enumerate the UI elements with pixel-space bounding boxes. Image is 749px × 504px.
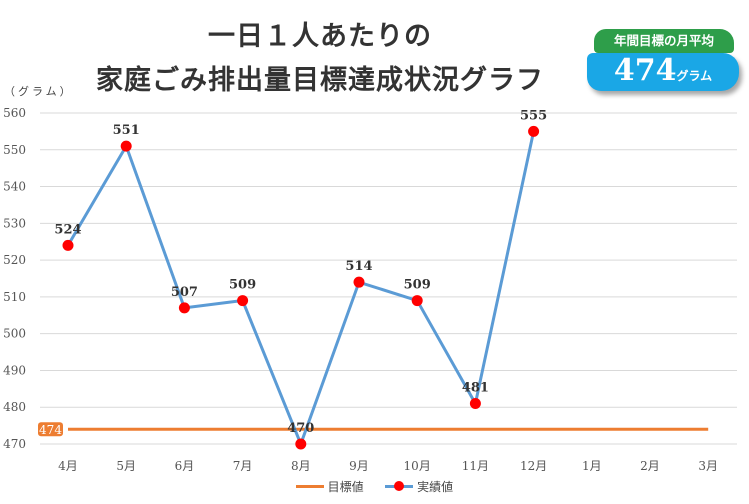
badge-value-box: 474グラム [587,53,739,91]
x-tick-label: 12月 [520,459,547,473]
chart-title-line2: 家庭ごみ排出量目標達成状況グラフ [96,65,544,96]
x-tick-label: 4月 [58,459,78,473]
badge-unit: グラム [676,69,713,83]
data-label: 555 [520,108,547,123]
target-label-box [38,422,63,437]
actual-line [66,131,536,449]
x-tick-label: 8月 [291,459,311,473]
x-tick-label: 2月 [640,459,660,473]
legend-target-swatch [295,485,324,488]
y-tick-label: 510 [3,290,26,304]
data-label: 481 [462,381,489,396]
data-point [469,398,481,410]
data-label: 507 [171,285,198,300]
y-tick-label: 560 [3,106,26,120]
legend: 目標値 実績値 [0,478,749,495]
x-tick-label: 5月 [116,459,136,473]
data-point [62,239,74,251]
y-axis-unit: （グラム） [4,85,74,98]
data-label: 524 [54,222,81,237]
data-point [120,140,132,152]
data-label: 514 [345,259,372,274]
data-label: 509 [229,278,256,293]
x-tick-label: 3月 [698,459,718,473]
target-average-badge: 年間目標の月平均 474グラム [584,25,746,97]
legend-target-label: 目標値 [327,480,364,494]
data-point [353,276,365,288]
x-tick-label: 10月 [404,459,431,473]
legend-actual-swatch [385,481,414,491]
data-point [411,295,423,307]
data-point [528,125,540,137]
badge-label: 年間目標の月平均 [594,29,734,53]
legend-actual-label: 実績値 [417,480,454,494]
badge-value: 474 [613,53,677,88]
data-label: 551 [113,123,140,138]
y-tick-label: 550 [3,143,26,157]
y-tick-label: 470 [3,437,26,451]
data-label: 509 [404,278,431,293]
target-label: 474 [39,423,62,437]
y-tick-label: 540 [3,180,26,194]
x-tick-label: 6月 [175,459,195,473]
data-point [237,295,249,307]
data-point [178,302,190,314]
y-tick-label: 530 [3,216,26,230]
chart-title-line1: 一日１人あたりの [208,21,432,52]
data-label: 470 [287,421,314,436]
x-tick-label: 11月 [462,459,489,473]
data-point [295,438,307,450]
x-tick-label: 9月 [349,459,369,473]
x-tick-label: 1月 [582,459,602,473]
x-tick-label: 7月 [233,459,253,473]
y-tick-label: 500 [3,327,26,341]
y-tick-label: 480 [3,400,26,414]
y-tick-label: 490 [3,363,26,377]
y-tick-label: 520 [3,253,26,267]
